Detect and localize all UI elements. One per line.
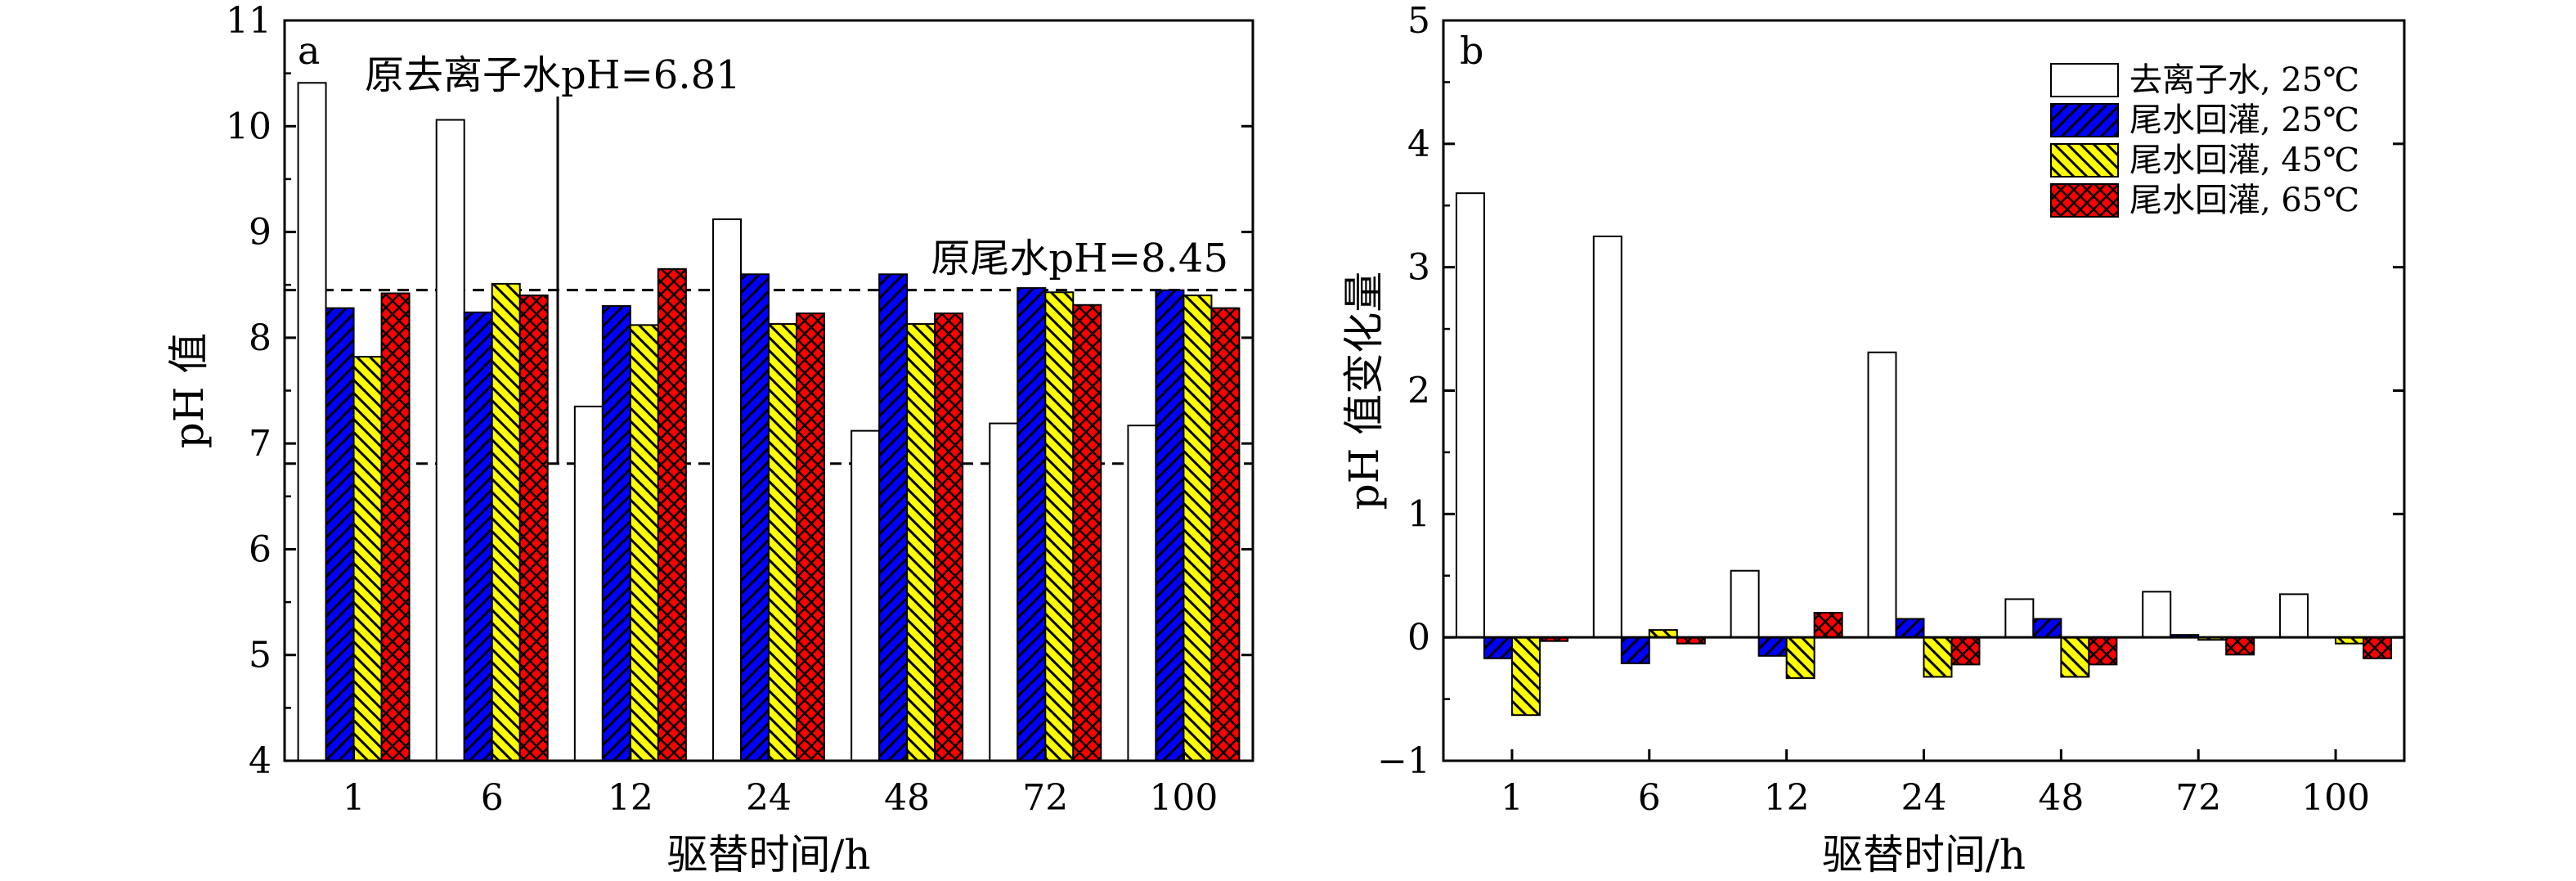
x-tick-label: 12: [608, 777, 653, 819]
legend-label: 尾水回灌, 65℃: [2129, 182, 2359, 219]
legend-swatch: [2050, 183, 2119, 218]
bar: [1592, 235, 1622, 639]
y-tick-label: 5: [249, 635, 272, 676]
bar: [796, 312, 825, 762]
bar: [934, 312, 964, 762]
bar: [1155, 289, 1185, 762]
bar: [1183, 294, 1213, 762]
legend-label: 去离子水, 25℃: [2129, 61, 2359, 99]
y-tick-label: 7: [249, 423, 272, 465]
bar: [1455, 192, 1485, 639]
x-tick-label: 48: [884, 777, 930, 819]
x-axis-title: 驱替时间/h: [1822, 831, 2026, 879]
bar: [1483, 636, 1513, 659]
bar: [435, 119, 465, 762]
bar: [2088, 636, 2118, 666]
bar: [657, 267, 687, 762]
annotation-deionized: 原去离子水pH=6.81: [365, 52, 741, 98]
y-tick-label: 4: [249, 740, 272, 782]
bar: [573, 405, 604, 762]
bar: [989, 422, 1019, 762]
x-tick-label: 12: [1764, 777, 1810, 819]
y-tick-label: 1: [1407, 493, 1430, 535]
x-axis-title: 驱替时间/h: [666, 831, 870, 879]
y-tick-label: 4: [1407, 124, 1430, 165]
bar: [1813, 612, 1843, 639]
bar: [1867, 351, 1897, 639]
bar: [1016, 287, 1047, 762]
bar: [850, 429, 881, 762]
bar: [2032, 618, 2062, 639]
y-tick-label: 5: [1407, 0, 1430, 42]
bar: [463, 311, 493, 762]
x-tick-label: 24: [746, 777, 792, 819]
bar: [1785, 636, 1815, 679]
legend-swatch: [2050, 143, 2119, 178]
x-tick-label: 24: [1901, 777, 1947, 819]
x-tick-label: 1: [343, 777, 366, 819]
bar: [1510, 636, 1541, 717]
bar: [1730, 569, 1760, 639]
legend-swatch: [2050, 103, 2119, 137]
y-tick-label: −1: [1377, 740, 1430, 782]
bar: [325, 307, 355, 762]
y-tick-label: 0: [1407, 617, 1430, 659]
bar: [1044, 291, 1075, 762]
x-tick-label: 6: [481, 777, 504, 819]
x-tick-label: 72: [1022, 777, 1068, 819]
legend-swatch: [2050, 63, 2119, 97]
bar: [380, 292, 411, 762]
panel-tag: a: [298, 29, 320, 73]
y-tick-label: 11: [226, 0, 272, 42]
bar: [491, 282, 521, 762]
bar: [712, 218, 742, 762]
bar: [2225, 636, 2255, 656]
bar: [629, 324, 659, 762]
bar: [1895, 618, 1925, 639]
bar: [2279, 593, 2309, 639]
y-tick-label: 3: [1407, 247, 1430, 289]
y-tick-label: 9: [249, 212, 272, 254]
y-tick-label: 8: [249, 317, 272, 359]
panel-tag: b: [1460, 29, 1483, 73]
bar: [1127, 425, 1157, 762]
bar: [768, 323, 797, 762]
x-tick-label: 1: [1501, 777, 1524, 819]
bar: [2363, 636, 2393, 659]
bar: [740, 273, 770, 762]
y-tick-label: 10: [226, 106, 272, 147]
bar: [518, 294, 549, 762]
bar: [1210, 307, 1241, 762]
bar: [878, 273, 909, 762]
legend-label: 尾水回灌, 45℃: [2129, 142, 2359, 179]
bar: [1072, 303, 1102, 762]
y-axis-title: pH 值: [165, 333, 213, 449]
annotation-tailwater: 原尾水pH=8.45: [931, 236, 1228, 281]
bar: [906, 323, 936, 762]
bar: [1757, 636, 1788, 657]
y-tick-label: 2: [1407, 371, 1430, 412]
bar: [352, 356, 383, 762]
bar: [2004, 598, 2035, 639]
x-tick-label: 6: [1638, 777, 1661, 819]
y-axis-title: pH 值变化量: [1340, 272, 1388, 510]
bar: [1923, 636, 1953, 678]
bar: [297, 82, 327, 762]
x-tick-label: 100: [2301, 777, 2370, 819]
x-tick-label: 72: [2175, 777, 2221, 819]
bar: [2142, 591, 2172, 639]
x-tick-label: 100: [1149, 777, 1218, 819]
x-tick-label: 48: [2038, 777, 2084, 819]
legend-label: 尾水回灌, 25℃: [2129, 101, 2359, 139]
y-tick-label: 6: [249, 528, 272, 570]
bar: [601, 305, 631, 762]
bar: [2060, 636, 2090, 678]
bar: [1620, 636, 1650, 664]
bar: [1950, 636, 1981, 666]
